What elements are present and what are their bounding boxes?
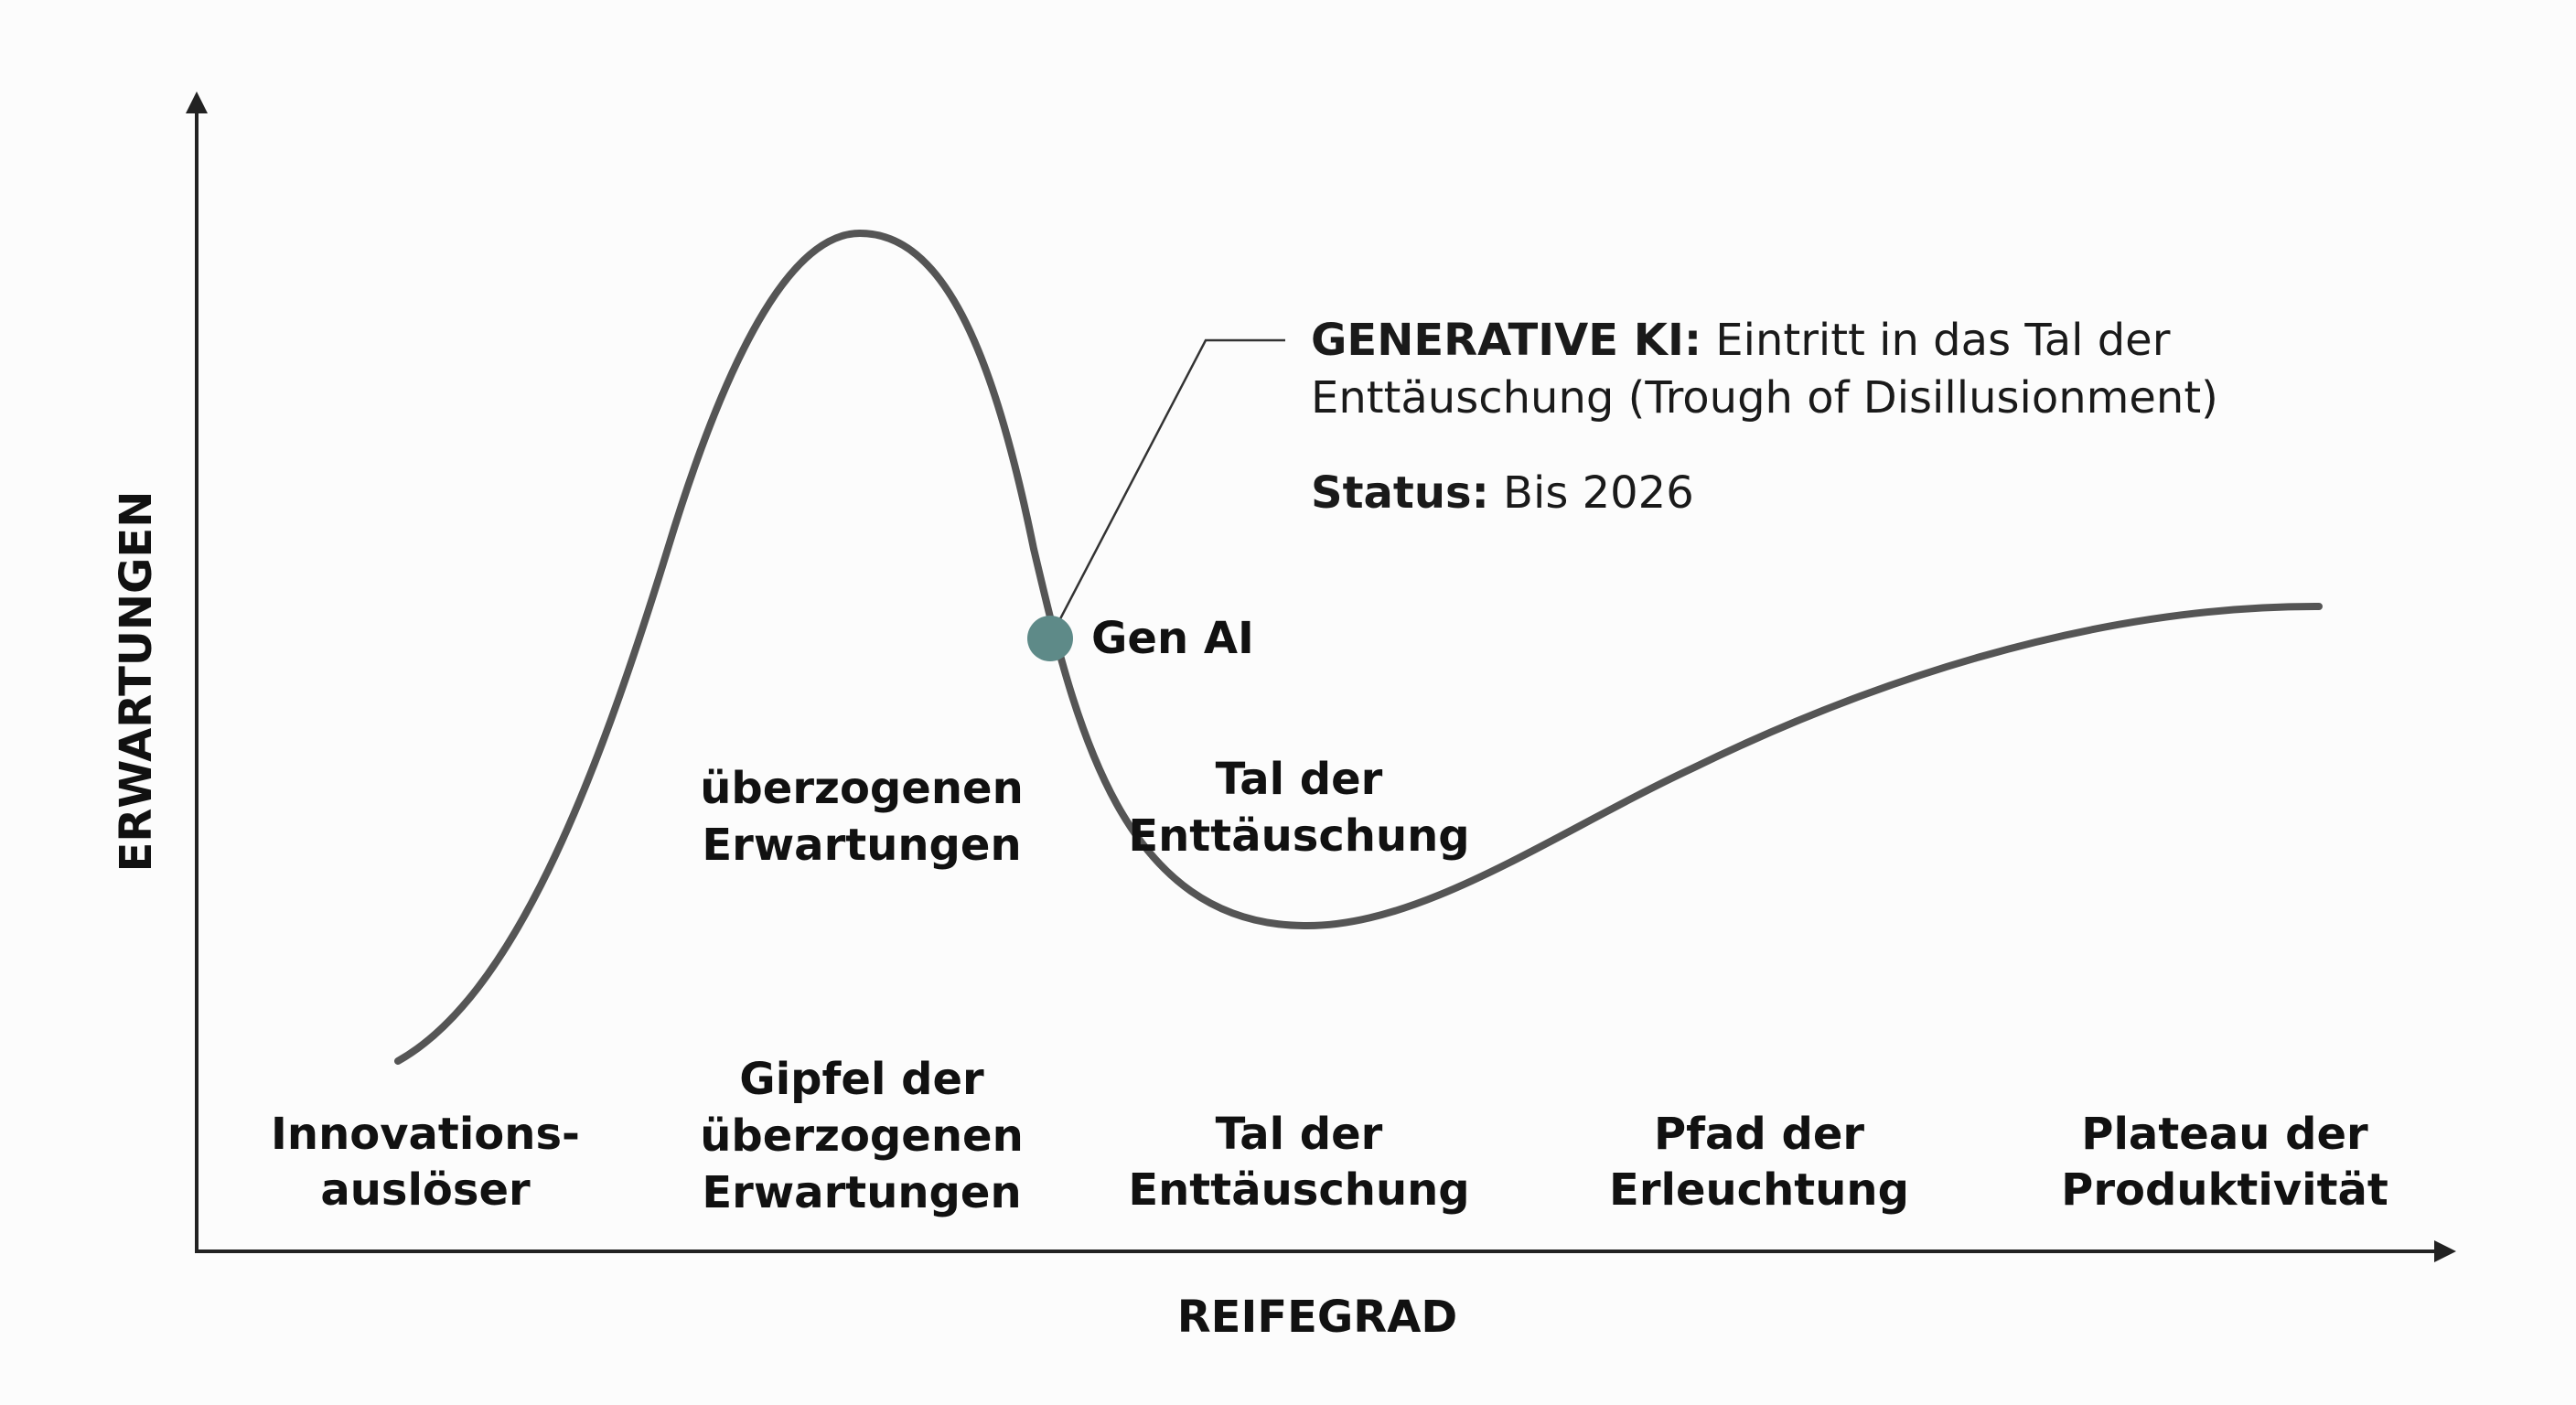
phase-innovation-line1: Innovations- xyxy=(271,1109,580,1160)
phase-slope-line1: Pfad der xyxy=(1654,1109,1864,1160)
trough-inline-label-line2: Enttäuschung xyxy=(1128,810,1469,862)
phase-trough-line1: Tal der xyxy=(1216,1109,1383,1160)
annotation-line2: Enttäuschung (Trough of Disillusionment) xyxy=(1311,372,2218,424)
phase-peak-line3: Erwartungen xyxy=(702,1167,1021,1218)
x-axis-arrow xyxy=(2434,1240,2456,1262)
peak-inline-label-line2: Erwartungen xyxy=(702,820,1021,871)
phase-trough-line2: Enttäuschung xyxy=(1128,1164,1469,1216)
phase-slope-line2: Erleuchtung xyxy=(1609,1164,1909,1216)
phase-plateau-line1: Plateau der xyxy=(2081,1109,2368,1160)
annotation-title: GENERATIVE KI: Eintritt in das Tal der xyxy=(1311,315,2171,366)
annotation-title-rest: Eintritt in das Tal der xyxy=(1701,315,2171,366)
gen-ai-label: Gen AI xyxy=(1091,613,1254,664)
y-axis-arrow xyxy=(186,91,208,113)
peak-inline-label-line1: überzogenen xyxy=(700,763,1023,814)
annotation-title-bold: GENERATIVE KI: xyxy=(1311,315,1701,366)
annotation-status: Status: Bis 2026 xyxy=(1311,467,1694,519)
phase-plateau-line2: Produktivität xyxy=(2061,1164,2388,1216)
phase-innovation-line2: auslöser xyxy=(320,1164,531,1216)
gen-ai-marker xyxy=(1027,616,1073,661)
y-axis-label: ERWARTUNGEN xyxy=(111,491,162,873)
phase-peak-line2: überzogenen xyxy=(700,1110,1023,1162)
annotation-status-bold: Status: xyxy=(1311,467,1489,519)
x-axis-label: REIFEGRAD xyxy=(1177,1292,1458,1343)
annotation-status-rest: Bis 2026 xyxy=(1489,467,1694,519)
phase-peak-line1: Gipfel der xyxy=(739,1054,984,1105)
hype-cycle-curve xyxy=(394,229,2323,1065)
annotation-leader-line xyxy=(1052,338,1285,632)
trough-inline-label-line1: Tal der xyxy=(1216,754,1383,805)
